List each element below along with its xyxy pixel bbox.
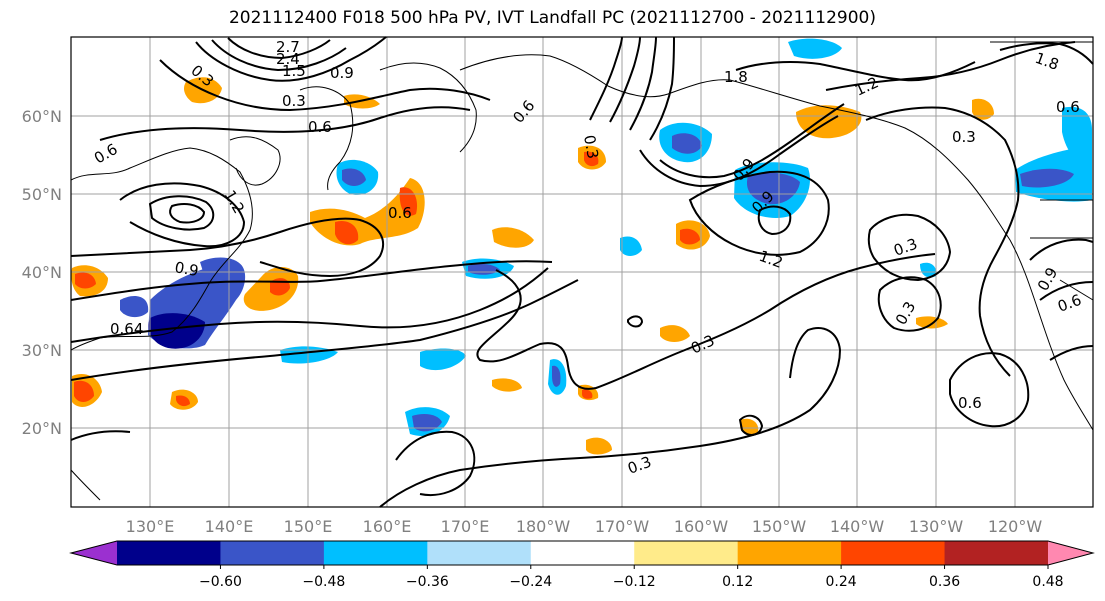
colorbar-segment: [530, 541, 635, 565]
latitude-labels: 60°N 50°N 40°N 30°N 20°N: [22, 107, 62, 438]
contour-label: 0.9: [173, 258, 200, 280]
lon-label: 140°W: [830, 517, 885, 536]
colorbar-segment: [737, 541, 842, 565]
contour-label: 0.3: [688, 331, 717, 357]
contour-label: 0.6: [388, 204, 412, 222]
contour-label: 0.3: [282, 92, 306, 110]
lon-label: 170°E: [441, 517, 490, 536]
coastlines: [70, 41, 1094, 501]
colorbar-segment: [323, 541, 428, 565]
contour-label: 0.3: [580, 134, 602, 161]
longitude-labels: 130°E 140°E 150°E 160°E 170°E 180°W 170°…: [126, 517, 1043, 536]
lat-label: 40°N: [22, 263, 62, 282]
contour-label: 2.4: [276, 50, 300, 68]
colorbar-segment: [220, 541, 325, 565]
colorbar-segment: [117, 541, 221, 565]
lon-label: 130°W: [909, 517, 964, 536]
lon-label: 160°E: [363, 517, 412, 536]
contour-label: 0.6: [509, 97, 538, 127]
contour-label: 0.6: [1056, 98, 1080, 116]
lon-label: 120°W: [988, 517, 1043, 536]
colorbar-tick-label: −0.60: [199, 574, 242, 590]
lon-label: 130°E: [126, 517, 175, 536]
lat-label: 30°N: [22, 341, 62, 360]
contour-label: 0.6: [958, 394, 982, 412]
lon-label: 180°W: [516, 517, 571, 536]
contour-label: 1.2: [852, 73, 881, 99]
colorbar-tick-label: 0.48: [1032, 574, 1063, 590]
contour-label: 0.6: [308, 118, 332, 136]
map-frame: [70, 36, 1094, 508]
contour-label: 0.3: [892, 298, 920, 328]
pv-anomaly-shading: [71, 38, 1092, 455]
contour-label: 0.6: [91, 140, 121, 168]
lon-label: 150°W: [752, 517, 807, 536]
contour-label: 1.8: [1033, 49, 1062, 74]
lat-label: 50°N: [22, 185, 62, 204]
colorbar-tick-label: −0.12: [613, 574, 656, 590]
contour-label: 1.2: [757, 247, 786, 272]
lat-label: 60°N: [22, 107, 62, 126]
colorbar-tick-label: 0.12: [722, 574, 753, 590]
contour-label: 0.3: [625, 453, 654, 478]
map-title: 2021112400 F018 500 hPa PV, IVT Landfall…: [228, 8, 876, 28]
colorbar-extend-low: [71, 541, 117, 565]
lon-label: 160°W: [674, 517, 729, 536]
colorbar-segment: [841, 541, 946, 565]
colorbar-tick-label: 0.36: [929, 574, 960, 590]
colorbar-tick-label: −0.48: [302, 574, 345, 590]
contour-label: 1.2: [221, 187, 249, 217]
contour-label: 0.64: [110, 320, 143, 338]
colorbar-segment: [634, 541, 739, 565]
lat-label: 20°N: [22, 419, 62, 438]
contour-label: 0.6: [1055, 291, 1084, 316]
contour-label: 0.9: [330, 64, 354, 82]
contour-label: 1.8: [724, 68, 748, 86]
colorbar-tick-label: −0.24: [509, 574, 552, 590]
colorbar-segment: [427, 541, 532, 565]
colorbar-tick-label: 0.24: [826, 574, 857, 590]
lon-label: 150°E: [284, 517, 333, 536]
colorbar-extend-high: [1048, 541, 1093, 565]
pv-contours: [70, 36, 1094, 508]
contour-label: 1.5: [282, 62, 306, 80]
colorbar-tick-label: −0.36: [406, 574, 449, 590]
contour-label: 0.3: [952, 128, 976, 146]
contour-label: 2.7: [276, 38, 300, 56]
lon-label: 140°E: [205, 517, 254, 536]
lon-label: 170°W: [595, 517, 650, 536]
colorbar: −0.60 −0.48 −0.36 −0.24 −0.12 0.12 0.24 0.36 0.4…: [69, 540, 1095, 590]
colorbar-segment: [944, 541, 1049, 565]
